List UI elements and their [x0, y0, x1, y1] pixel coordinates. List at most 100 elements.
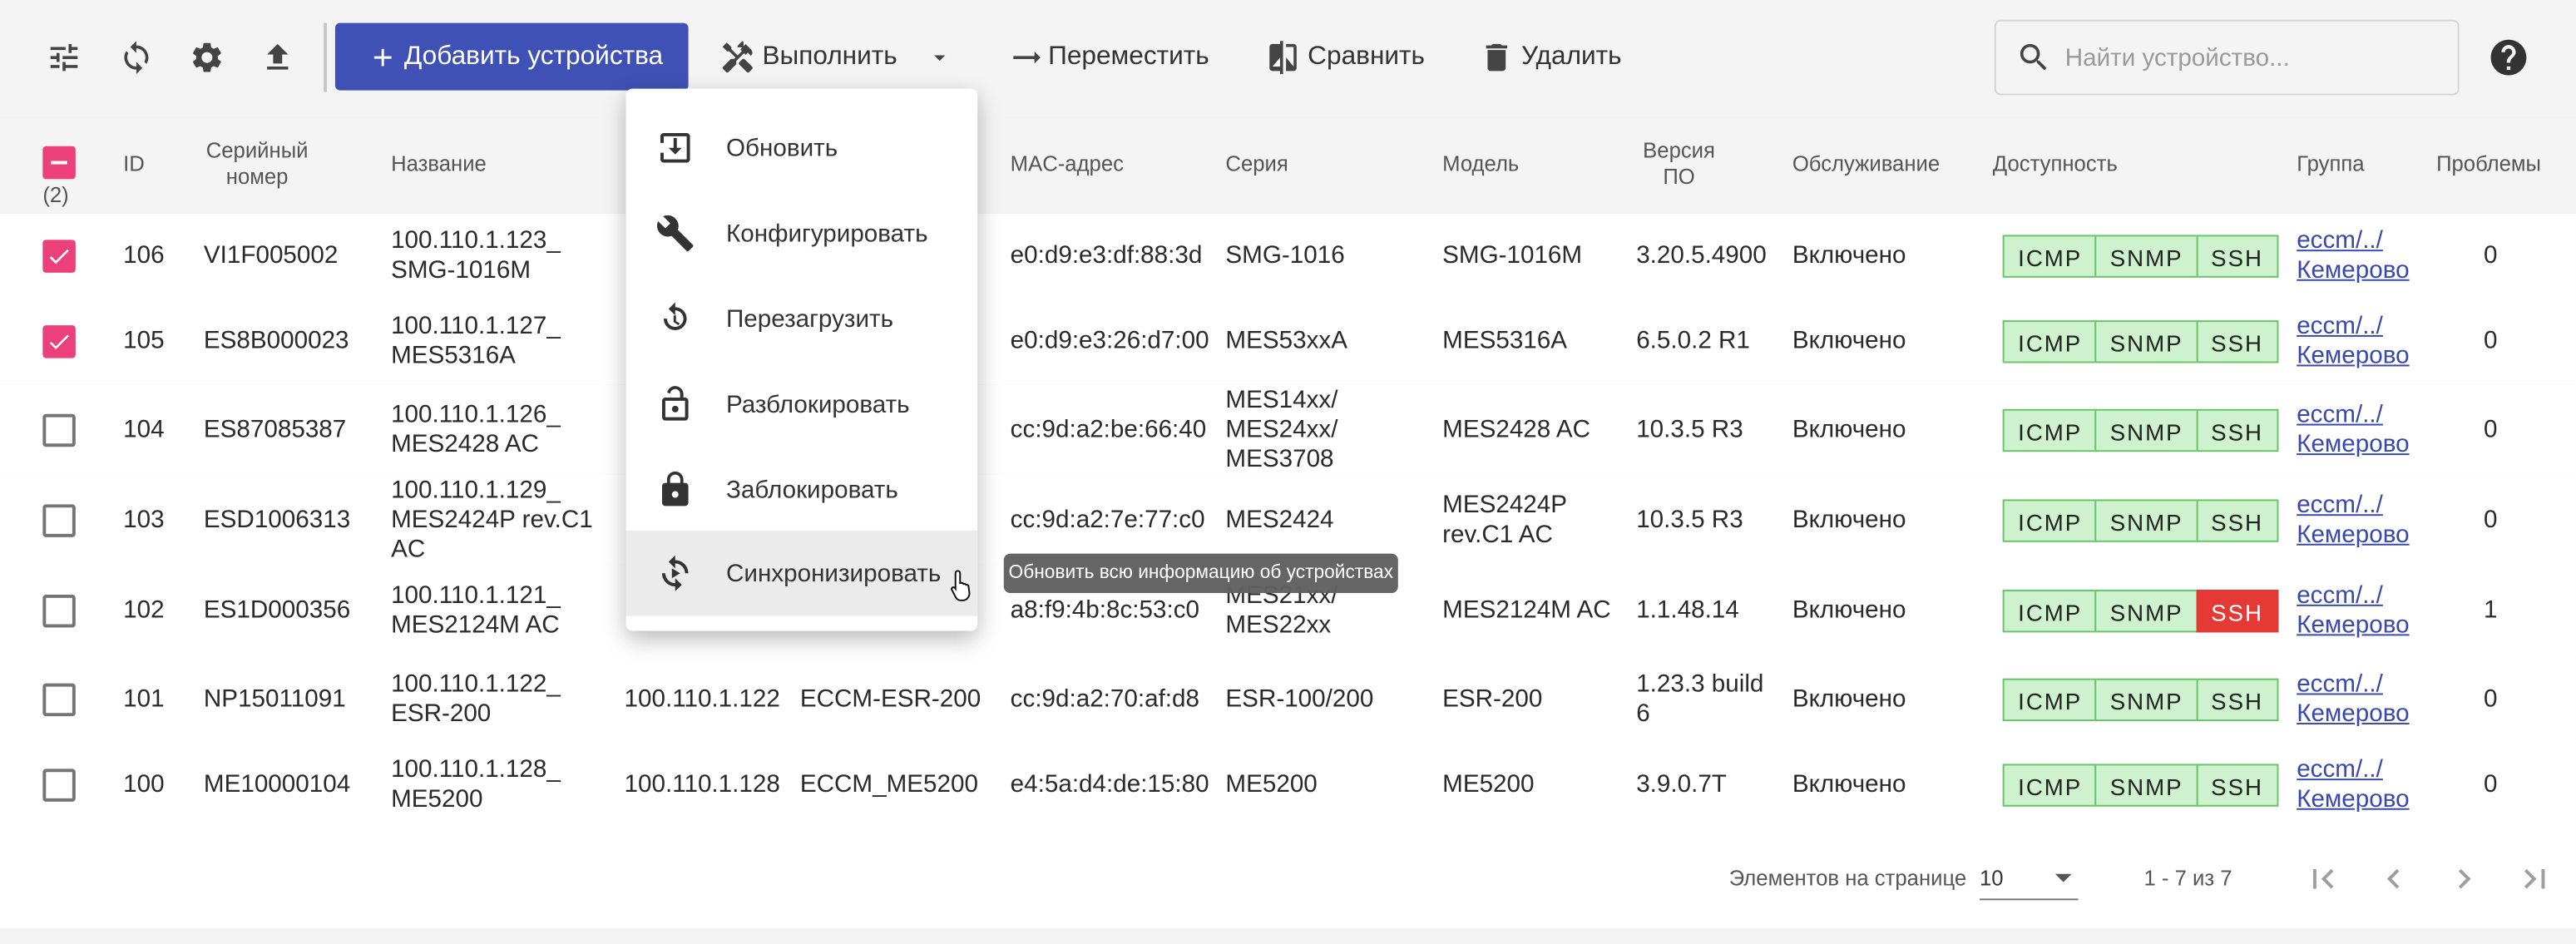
cell-text-line: MES22xx — [1225, 610, 1332, 640]
page-nav-button[interactable] — [2515, 859, 2554, 898]
cell[interactable]: eccm/../Кемерово — [2297, 297, 2431, 384]
cell-text-line: 100.110.1.127_ — [391, 311, 561, 339]
cell-text-line: MES5316A — [391, 340, 516, 369]
column-header: ID — [123, 115, 222, 214]
cell: NP15011091 — [204, 657, 376, 743]
header-checkbox[interactable] — [42, 146, 76, 180]
cell-text-line: SMG-1016M — [391, 255, 532, 284]
execute-label: Выполнить — [762, 42, 897, 71]
header-label-line: Версия — [1643, 137, 1715, 163]
separator — [324, 22, 328, 92]
check-icon — [49, 334, 69, 349]
availability-chip: SNMP — [2094, 764, 2198, 807]
cell: 100.110.1.126_ MES2428 AC — [391, 384, 613, 475]
cell[interactable]: eccm/../Кемерово — [2297, 657, 2431, 743]
cell: 100.110.1.121_ MES2124M AC — [391, 565, 613, 657]
cell-text: NP15011091 — [203, 685, 346, 714]
delete-button[interactable]: Удалить — [1479, 23, 1622, 92]
compare-button[interactable]: Сравнить — [1265, 23, 1425, 92]
menu-item-label: Заблокировать — [725, 475, 898, 504]
column-header: Проблемы — [2436, 115, 2576, 214]
cell: ICMP SNMP SSH — [1993, 214, 2289, 298]
menu-item[interactable]: Конфигурировать — [626, 190, 978, 276]
cell: 0 — [2436, 214, 2544, 298]
menu-item[interactable]: Заблокировать — [626, 447, 978, 532]
cell-text: MES2124M AC — [1442, 596, 1611, 625]
cell: MES2124M AC — [1442, 565, 1631, 657]
row-checkbox[interactable] — [42, 324, 76, 358]
cell-text-line: MES14xx/ — [1225, 385, 1338, 413]
unlock-icon — [661, 386, 689, 421]
group-link-line: Кемерово — [2297, 429, 2410, 458]
cell: 105 — [123, 297, 189, 384]
execute-button[interactable]: Выполнить — [719, 23, 953, 92]
availability-chip: SSH — [2196, 408, 2278, 452]
row-checkbox[interactable] — [42, 594, 76, 628]
cell: Включено — [1792, 475, 1981, 566]
selected-count: (2) — [42, 182, 69, 207]
row-checkbox[interactable] — [42, 503, 76, 536]
menu-item-label: Синхронизировать — [725, 559, 942, 588]
cell: ECCM-ESR-200 — [800, 657, 997, 743]
select-arrow — [2054, 873, 2072, 882]
availability-chip: ICMP — [2003, 498, 2097, 541]
cell[interactable]: eccm/../Кемерово — [2297, 475, 2431, 566]
cell-text: cc:9d:a2:be:66:40 — [1010, 414, 1207, 443]
row-checkbox[interactable] — [42, 413, 76, 447]
page-nav-button[interactable] — [2445, 859, 2484, 898]
cell-text: 6.5.0.2 R1 — [1636, 326, 1750, 354]
cell: ME5200 — [1225, 743, 1431, 828]
cell[interactable]: eccm/../Кемерово — [2297, 743, 2431, 828]
menu-item[interactable]: Разблокировать — [626, 362, 978, 447]
refresh-icon[interactable] — [118, 39, 154, 75]
cell[interactable]: eccm/../Кемерово — [2297, 214, 2431, 298]
cell-text-line: 100.110.1.121_ — [391, 581, 561, 610]
arrow-icon — [1013, 51, 1041, 64]
cell: MES53xxA — [1225, 297, 1431, 384]
menu-item[interactable]: Перезагрузить — [626, 276, 978, 362]
cell: SMG-1016M — [1442, 214, 1631, 298]
page-nav-button[interactable] — [2374, 859, 2413, 898]
nav-icon — [2312, 868, 2334, 889]
settings-icon[interactable] — [189, 39, 225, 75]
cell-text: 1 — [2484, 596, 2498, 625]
cell[interactable]: eccm/../Кемерово — [2297, 565, 2431, 657]
row-checkbox[interactable] — [42, 239, 76, 272]
cell: cc:9d:a2:be:66:40 — [1011, 384, 1221, 475]
group-link-line: eccm/../ — [2297, 225, 2383, 255]
column-header: Доступность — [1993, 115, 2321, 214]
cell-text-line: rev.C1 AC — [1442, 520, 1553, 548]
availability-chip: ICMP — [2003, 764, 2097, 807]
add-devices-label: Добавить устройства — [403, 42, 664, 70]
page-nav-button[interactable] — [2303, 859, 2342, 898]
move-button[interactable]: Переместить — [1009, 23, 1209, 92]
header-label: Доступность — [1992, 151, 2118, 176]
cell: a8:f9:4b:8c:53:c0 — [1011, 565, 1221, 657]
header-label: MAC-адрес — [1010, 151, 1124, 176]
menu-item-label: Конфигурировать — [725, 219, 928, 248]
help-icon[interactable] — [2487, 36, 2529, 78]
cell-text: ECCM-ESR-200 — [799, 685, 981, 714]
cell-text: Включено — [1792, 505, 1906, 533]
search-box[interactable]: Найти устройство... — [1994, 19, 2460, 96]
page-size-select[interactable]: 10 — [1979, 865, 2004, 891]
column-header: Модель — [1442, 115, 1664, 214]
cell-text: 103 — [123, 505, 165, 533]
row-checkbox[interactable] — [42, 683, 76, 717]
cell[interactable]: eccm/../Кемерово — [2297, 384, 2431, 475]
cell: 100.110.1.128_ ME5200 — [391, 743, 613, 828]
menu-item[interactable]: Синхронизировать — [625, 530, 978, 616]
restart-icon — [663, 302, 687, 330]
cell-text: 102 — [123, 596, 165, 625]
row-checkbox[interactable] — [42, 769, 76, 802]
cell-text: 0 — [2484, 505, 2498, 533]
cell-text-line: MES2424P rev.C1 — [391, 505, 593, 533]
add-devices-button[interactable]: Добавить устройства — [334, 22, 689, 91]
header-label-line: ПО — [1663, 164, 1695, 190]
filter-icon[interactable] — [46, 39, 82, 75]
cell-text: 0 — [2484, 326, 2498, 354]
menu-item[interactable]: Обновить — [626, 105, 978, 190]
upload-icon[interactable] — [260, 39, 295, 75]
tools-icon — [722, 41, 753, 73]
cell-text-line: ESR-200 — [391, 699, 492, 728]
